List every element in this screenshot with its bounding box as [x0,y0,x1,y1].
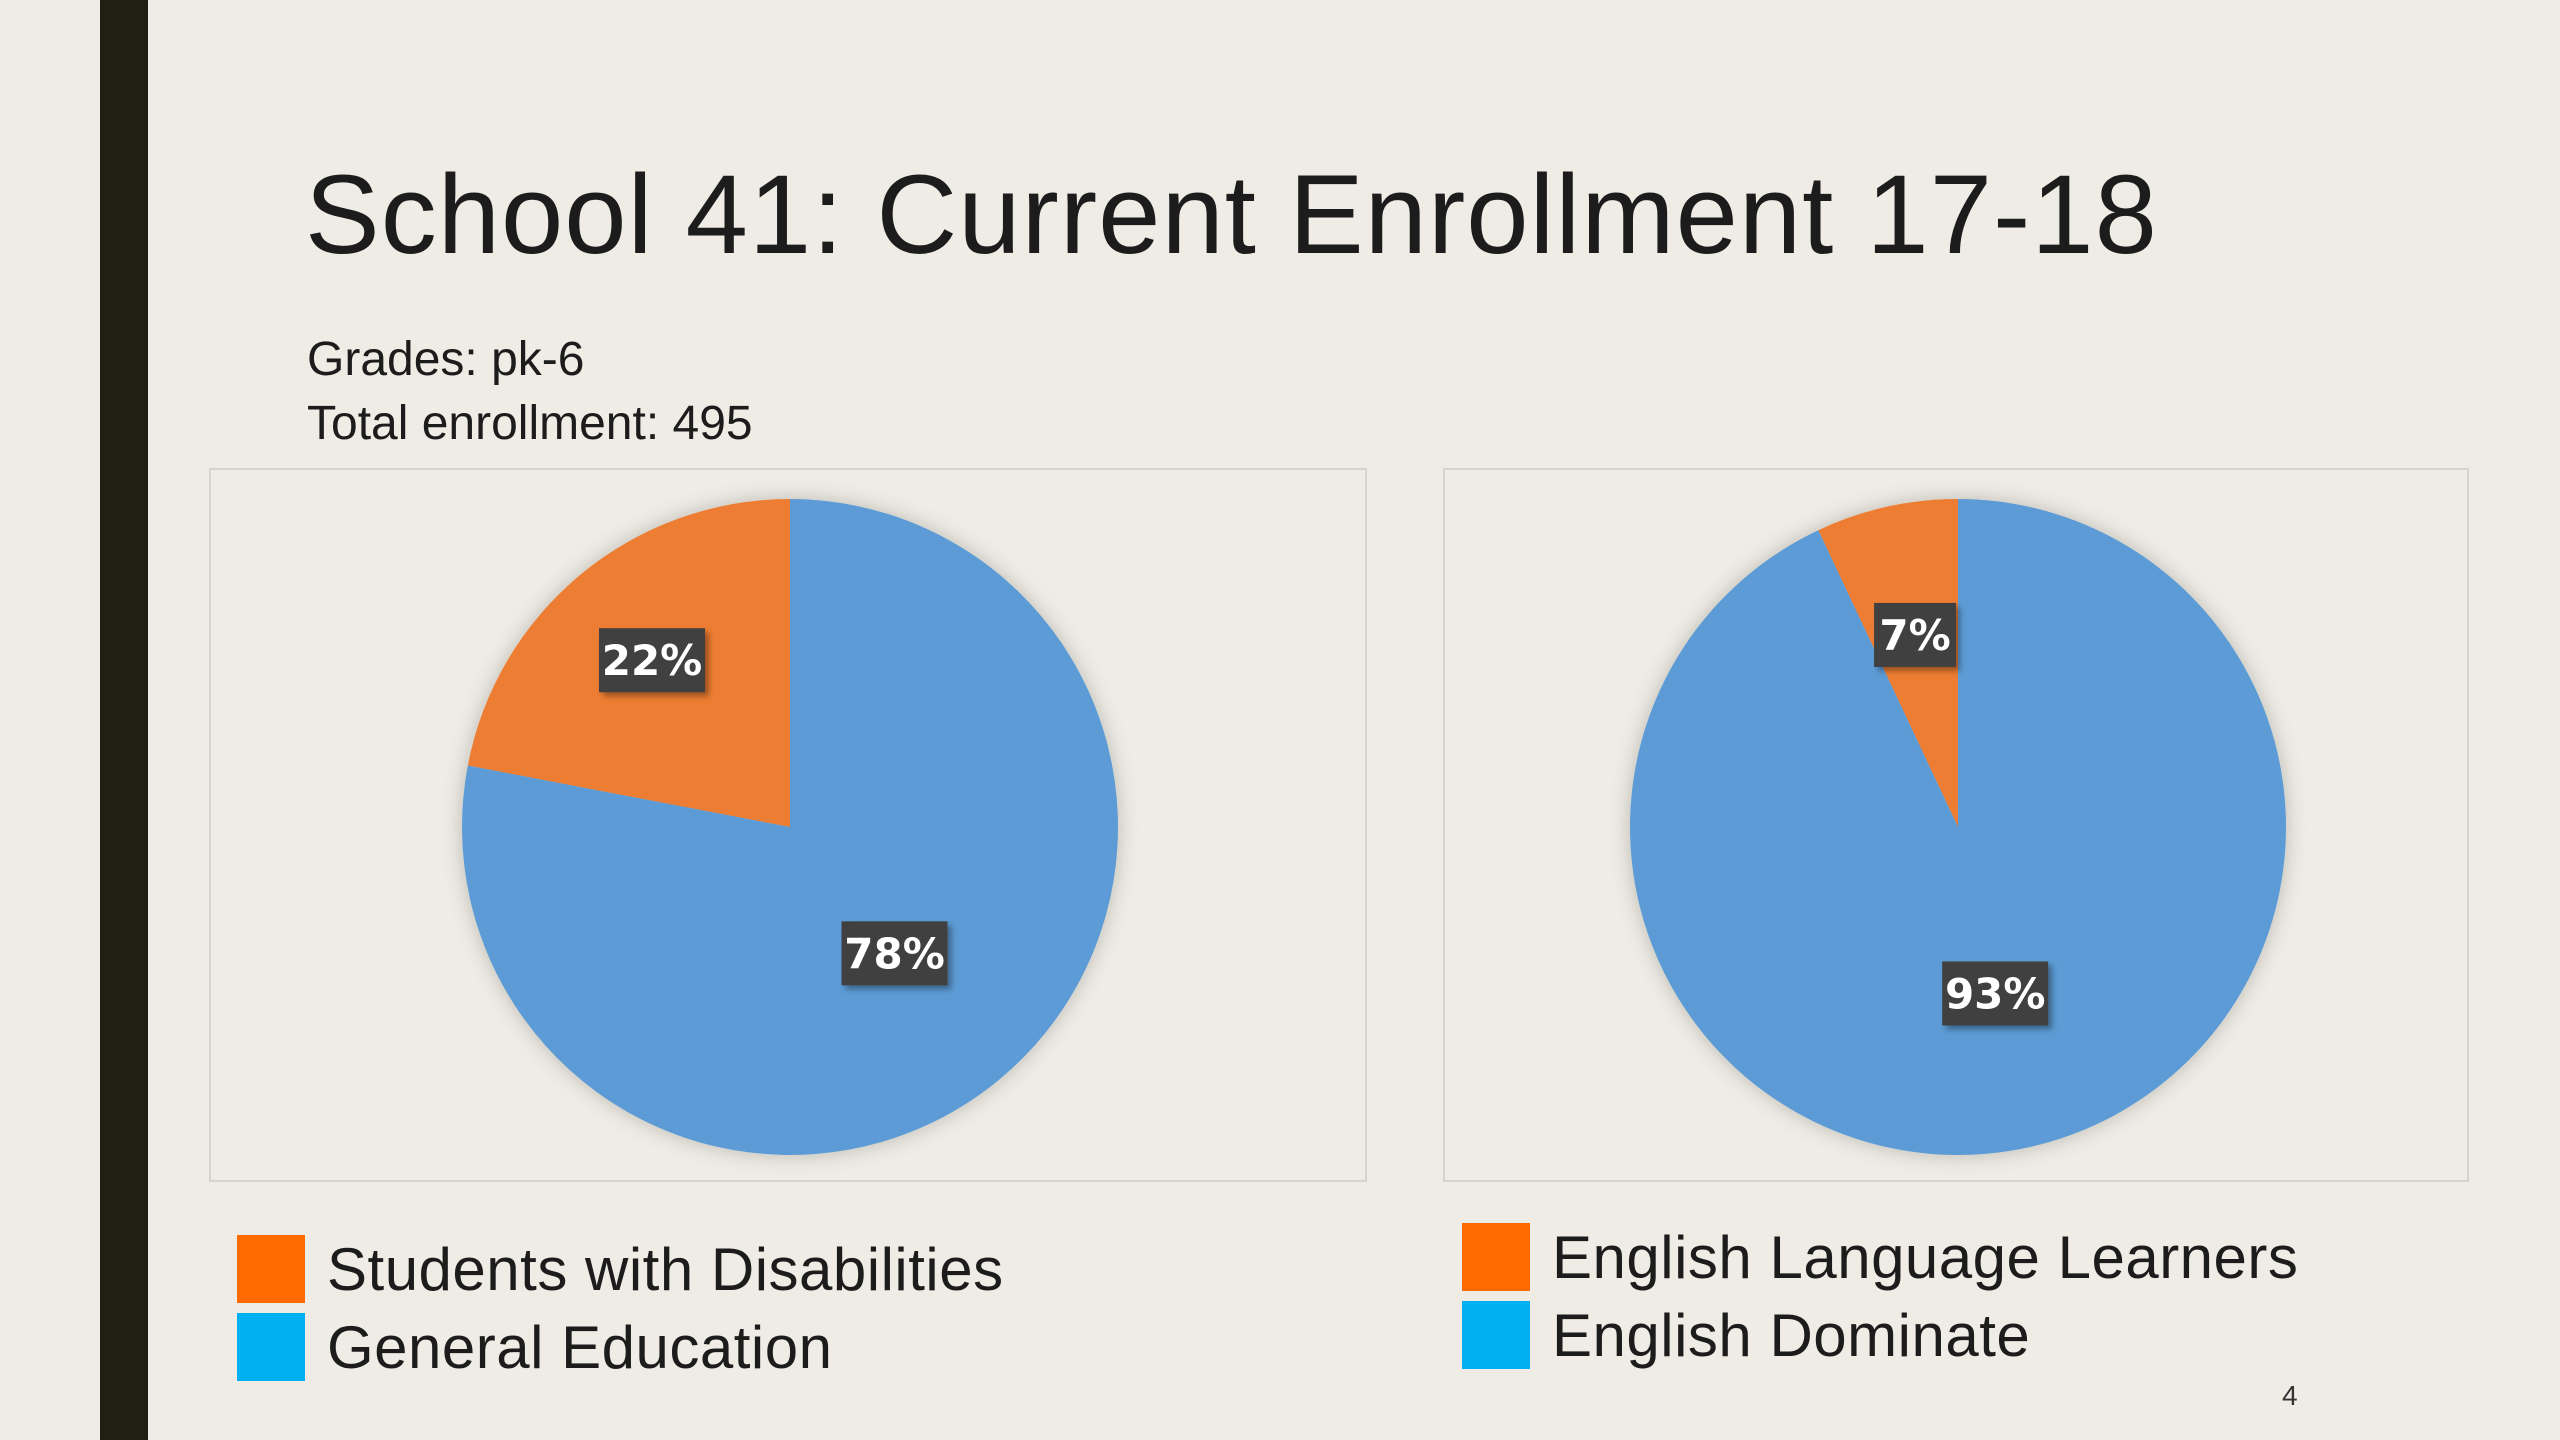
disabilities-chart-frame: 22% 78% [209,468,1367,1182]
pie-slice-english-dominate [1630,499,2286,1155]
pie-data-label: 78% [841,921,948,986]
data-label-text: 22% [602,636,703,685]
data-label-box [841,921,948,986]
legend-swatch [237,1313,305,1381]
disabilities-pie-chart: 22% 78% [462,499,1118,1155]
slide-title: School 41: Current Enrollment 17-18 [305,152,2158,277]
page-number: 4 [2282,1380,2298,1411]
legend-item-general-education: General Education [237,1308,1004,1386]
legend-label: Students with Disabilities [327,1235,1004,1303]
legend-label: General Education [327,1313,833,1381]
legend-swatch [1462,1301,1530,1369]
pie-data-label: 7% [1874,602,1957,667]
pie-data-label: 22% [599,628,706,693]
ell-chart-frame: 7% 93% [1443,468,2469,1182]
pie-data-label: 93% [1942,961,2049,1026]
total-enrollment-text: Total enrollment: 495 [307,397,753,450]
legend-item-students-with-disabilities: Students with Disabilities [237,1230,1004,1308]
ell-chart-legend: English Language Learners English Domina… [1462,1218,2298,1374]
data-label-text: 7% [1879,611,1950,660]
pie-slices [462,499,1118,1155]
grades-text: Grades: pk-6 [307,333,585,386]
legend-label: English Language Learners [1552,1223,2299,1291]
data-label-box [599,628,706,693]
legend-swatch [237,1235,305,1303]
ell-pie-chart: 7% 93% [1630,499,2286,1155]
data-label-text: 93% [1945,969,2046,1018]
pie-slice-general-education [462,499,1118,1155]
legend-swatch [1462,1223,1530,1291]
left-accent-bar [100,0,148,1440]
data-label-box [1874,602,1957,667]
data-label-box [1942,961,2049,1026]
pie-slices [1630,499,2286,1155]
legend-label: English Dominate [1552,1301,2031,1369]
disabilities-chart-legend: Students with Disabilities General Educa… [237,1230,1004,1386]
legend-item-english-dominate: English Dominate [1462,1296,2298,1374]
legend-item-english-language-learners: English Language Learners [1462,1218,2298,1296]
data-label-text: 78% [844,929,945,978]
